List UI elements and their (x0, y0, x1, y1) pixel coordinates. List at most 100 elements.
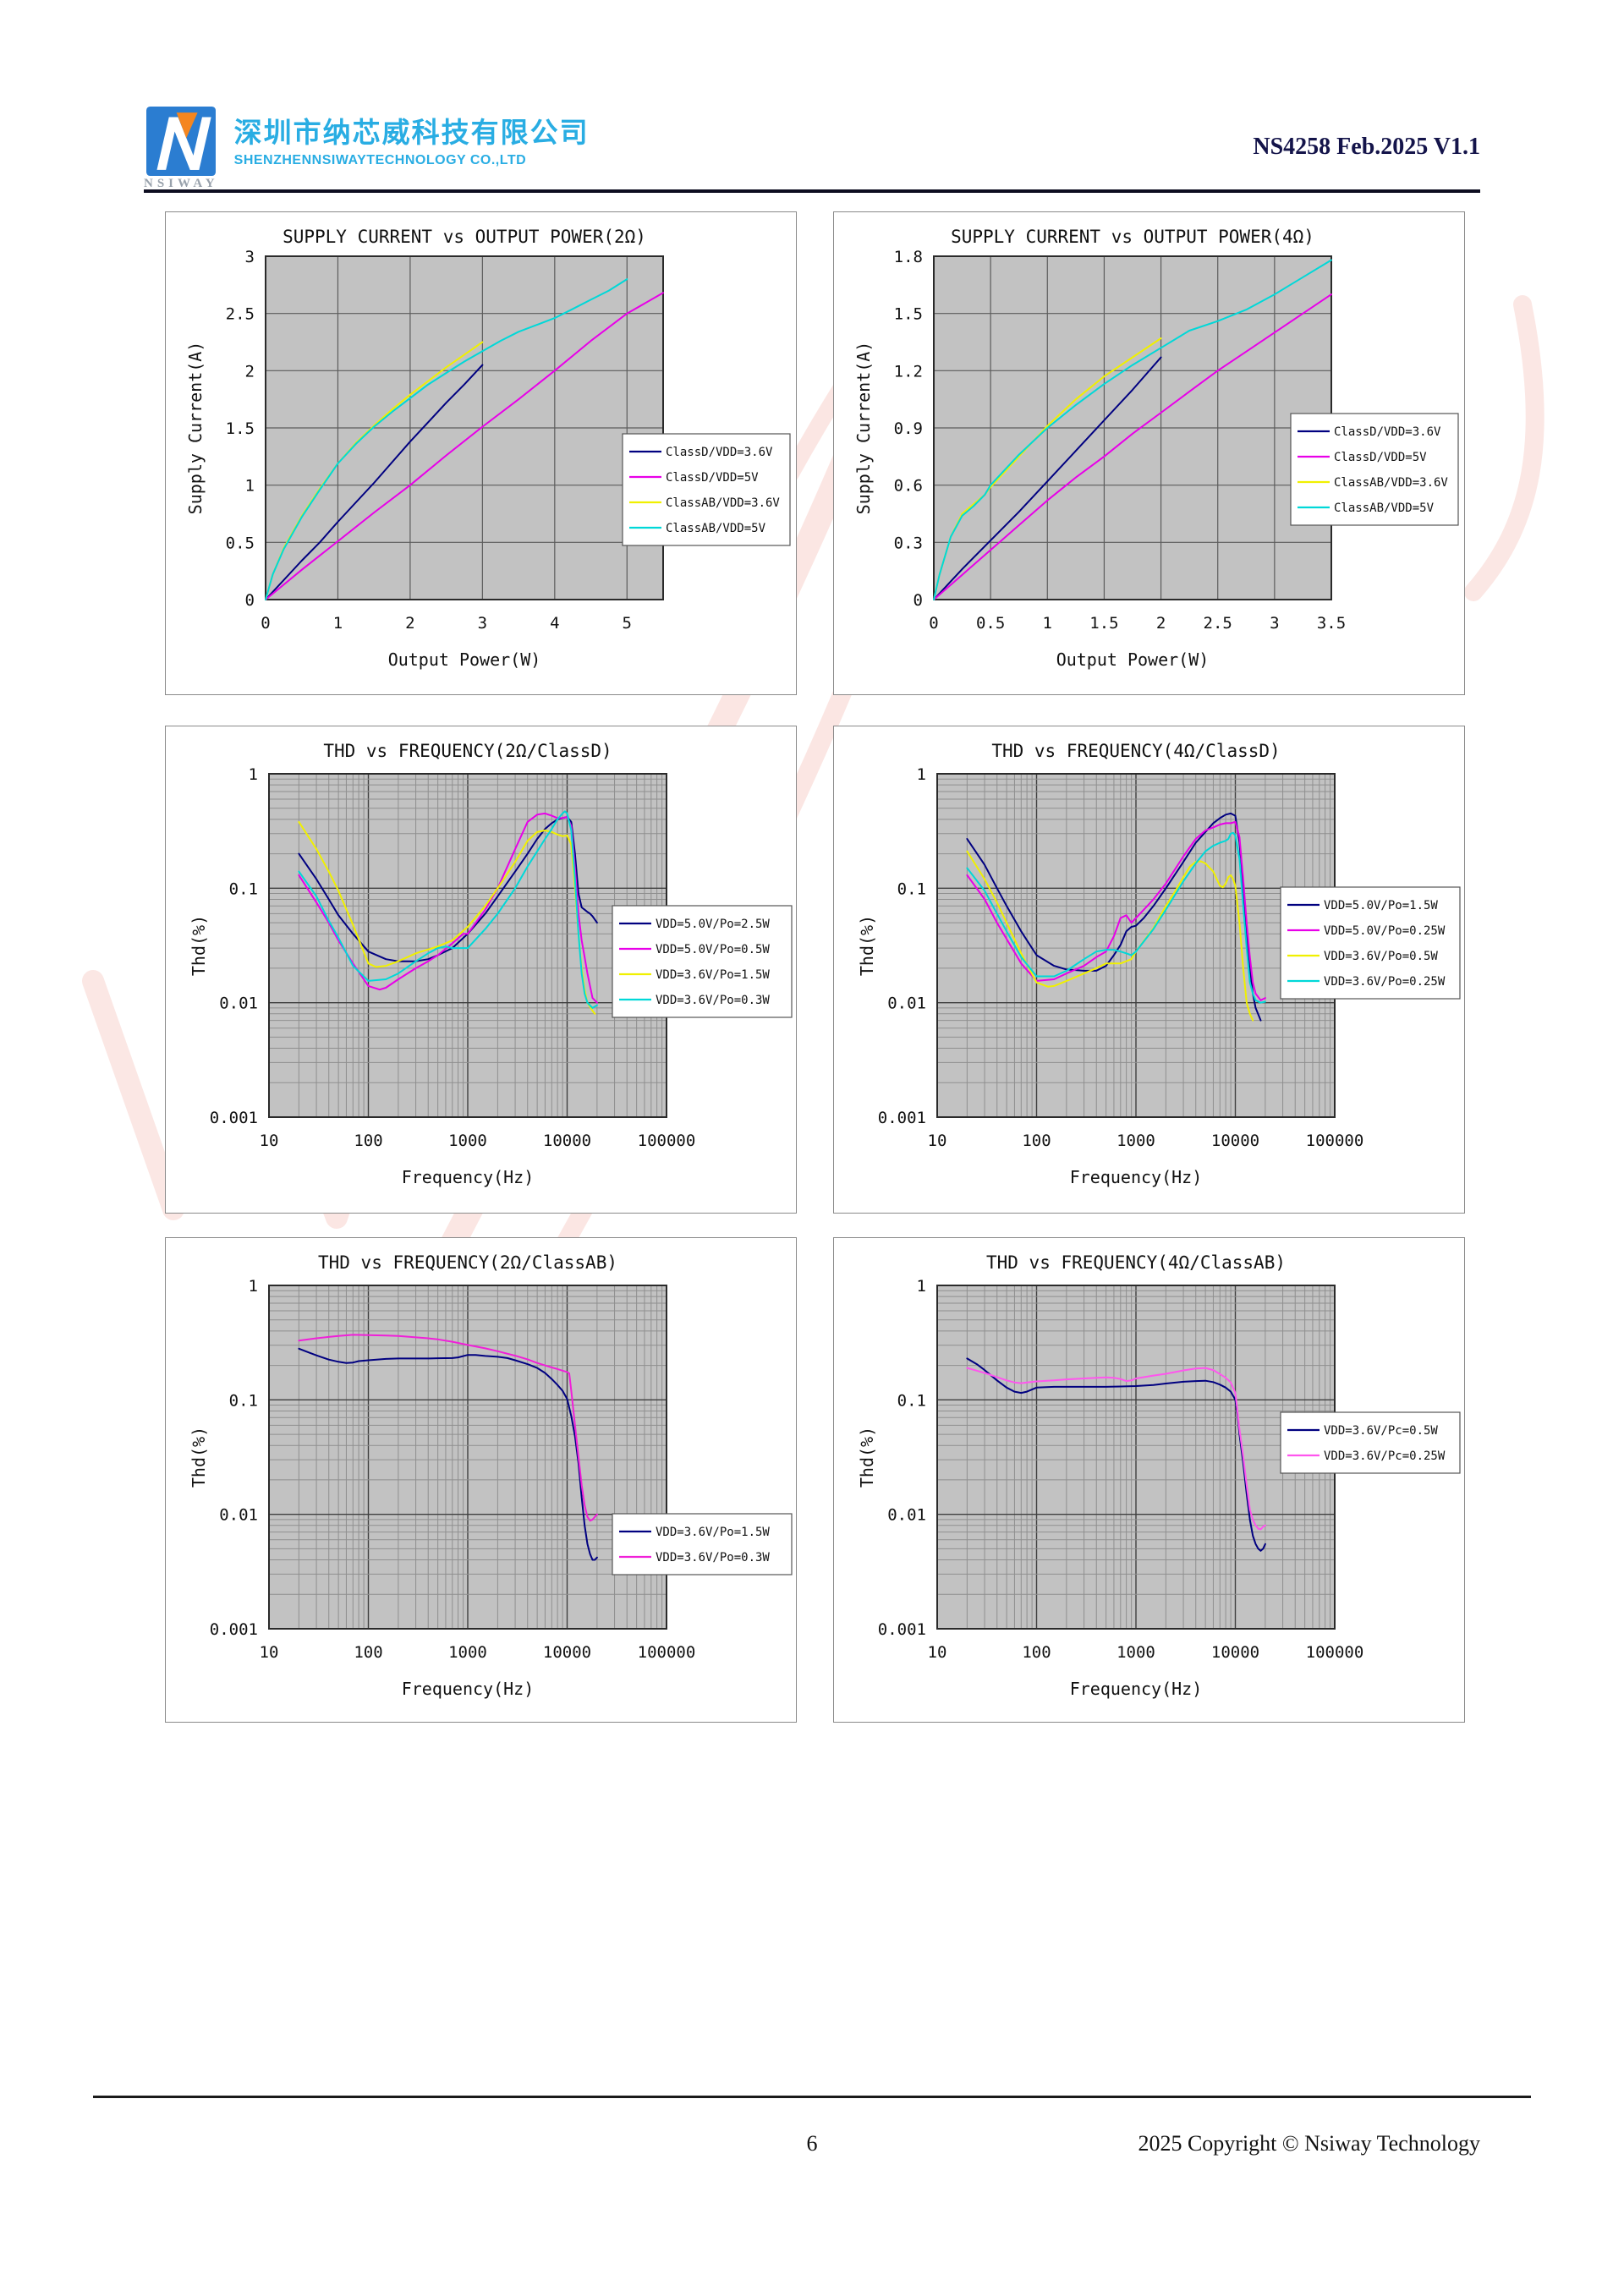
company-name-en: SHENZHENNSIWAYTECHNOLOGY CO.,LTD (233, 153, 527, 167)
svg-text:ClassD/VDD=5V: ClassD/VDD=5V (666, 471, 759, 485)
svg-text:SUPPLY CURRENT vs OUTPUT POWER: SUPPLY CURRENT vs OUTPUT POWER(4Ω) (951, 227, 1314, 247)
svg-text:THD vs FREQUENCY(2Ω/ClassAB): THD vs FREQUENCY(2Ω/ClassAB) (318, 1252, 617, 1273)
svg-text:1: 1 (249, 765, 258, 784)
svg-text:100000: 100000 (638, 1643, 696, 1662)
svg-text:100: 100 (354, 1132, 382, 1150)
svg-text:Output Power(W): Output Power(W) (1056, 649, 1210, 670)
company-logo: NSIWAY 深圳市纳芯威科技有限公司 SHENZHENNSIWAYTECHNO… (144, 107, 590, 191)
svg-text:0.1: 0.1 (229, 879, 258, 898)
svg-text:100000: 100000 (1306, 1643, 1364, 1662)
svg-text:10000: 10000 (543, 1643, 591, 1662)
svg-text:100: 100 (354, 1643, 382, 1662)
svg-text:VDD=3.6V/Po=0.3W: VDD=3.6V/Po=0.3W (656, 994, 770, 1007)
svg-text:1: 1 (245, 477, 255, 496)
svg-text:0.001: 0.001 (878, 1109, 926, 1127)
svg-text:THD vs FREQUENCY(2Ω/ClassD): THD vs FREQUENCY(2Ω/ClassD) (323, 741, 612, 761)
svg-text:VDD=5.0V/Po=2.5W: VDD=5.0V/Po=2.5W (656, 918, 770, 931)
svg-text:VDD=3.6V/Po=0.5W: VDD=3.6V/Po=0.5W (1324, 950, 1438, 963)
svg-text:5: 5 (623, 614, 632, 633)
svg-text:10: 10 (928, 1132, 947, 1150)
svg-text:3.5: 3.5 (1317, 614, 1346, 633)
svg-text:VDD=3.6V/Po=1.5W: VDD=3.6V/Po=1.5W (656, 968, 770, 982)
svg-text:1: 1 (917, 765, 926, 784)
svg-text:0.001: 0.001 (878, 1620, 926, 1639)
svg-text:3: 3 (478, 614, 487, 633)
svg-text:0.001: 0.001 (210, 1620, 258, 1639)
svg-text:100000: 100000 (638, 1132, 696, 1150)
nsiway-logo-icon (146, 107, 217, 176)
svg-text:1.2: 1.2 (894, 362, 923, 381)
svg-text:0.01: 0.01 (887, 995, 926, 1013)
svg-text:1: 1 (1043, 614, 1052, 633)
svg-text:VDD=3.6V/Pc=0.5W: VDD=3.6V/Pc=0.5W (1324, 1424, 1438, 1438)
svg-text:Frequency(Hz): Frequency(Hz) (402, 1679, 535, 1699)
svg-text:1.5: 1.5 (894, 305, 923, 324)
svg-text:10000: 10000 (543, 1132, 591, 1150)
svg-text:0: 0 (261, 614, 270, 633)
svg-text:Frequency(Hz): Frequency(Hz) (402, 1167, 535, 1187)
chart-supply-current-2ohm: 0 1 2 3 4 5 0 0.5 1 1.5 2 2.5 3 SUPPLY CURRENT vs OUT… (185, 227, 791, 670)
chart-thd-4ohm-classd: 10 100 1000 10000 100000 1 0.1 0.01 0.001 THD vs … (857, 741, 1461, 1187)
svg-text:1000: 1000 (448, 1132, 487, 1150)
copyright-text: 2025 Copyright © Nsiway Technology (1138, 2131, 1480, 2156)
svg-text:0.01: 0.01 (219, 995, 258, 1013)
page-number: 6 (806, 2131, 818, 2156)
svg-text:10: 10 (260, 1132, 279, 1150)
svg-text:2.5: 2.5 (1204, 614, 1232, 633)
svg-text:2.5: 2.5 (226, 305, 255, 324)
svg-text:10000: 10000 (1211, 1132, 1259, 1150)
svg-text:VDD=3.6V/Pc=0.25W: VDD=3.6V/Pc=0.25W (1324, 1449, 1446, 1463)
footer-rule (93, 2096, 1531, 2098)
svg-text:Thd(%): Thd(%) (857, 915, 877, 976)
svg-text:VDD=5.0V/Po=0.5W: VDD=5.0V/Po=0.5W (656, 943, 770, 956)
svg-text:1000: 1000 (1116, 1132, 1155, 1150)
svg-text:VDD=5.0V/Po=1.5W: VDD=5.0V/Po=1.5W (1324, 899, 1438, 912)
svg-text:0.5: 0.5 (976, 614, 1005, 633)
svg-text:ClassAB/VDD=3.6V: ClassAB/VDD=3.6V (1334, 476, 1448, 490)
svg-text:Frequency(Hz): Frequency(Hz) (1070, 1679, 1203, 1699)
svg-text:Output Power(W): Output Power(W) (388, 649, 541, 670)
svg-text:0.1: 0.1 (229, 1391, 258, 1410)
svg-text:2: 2 (405, 614, 414, 633)
svg-text:0.001: 0.001 (210, 1109, 258, 1127)
svg-text:VDD=5.0V/Po=0.25W: VDD=5.0V/Po=0.25W (1324, 924, 1446, 938)
svg-text:10: 10 (260, 1643, 279, 1662)
svg-text:Supply Current(A): Supply Current(A) (853, 342, 874, 515)
svg-text:2: 2 (245, 362, 255, 381)
svg-text:Supply Current(A): Supply Current(A) (185, 342, 206, 515)
svg-text:ClassD/VDD=3.6V: ClassD/VDD=3.6V (1334, 425, 1441, 439)
svg-text:1: 1 (333, 614, 343, 633)
svg-text:ClassAB/VDD=3.6V: ClassAB/VDD=3.6V (666, 496, 780, 510)
chart-supply-current-4ohm: 0 0.5 1 1.5 2 2.5 3 3.5 0 0.3 0.6 0.9 1.2 1.5 1.8 SUPPL… (853, 227, 1459, 670)
svg-text:VDD=3.6V/Po=0.3W: VDD=3.6V/Po=0.3W (656, 1551, 770, 1564)
svg-text:0.01: 0.01 (219, 1506, 258, 1525)
chart-panel-thd-2ohm-classab: 10 100 1000 10000 100000 1 0.1 0.01 0.001 THD vs … (165, 1237, 797, 1723)
svg-text:1.5: 1.5 (226, 419, 255, 438)
svg-text:100: 100 (1022, 1132, 1051, 1150)
svg-text:ClassD/VDD=3.6V: ClassD/VDD=3.6V (666, 446, 773, 459)
svg-text:0.1: 0.1 (897, 879, 926, 898)
chart-panel-thd-4ohm-classd: 10 100 1000 10000 100000 1 0.1 0.01 0.001 THD vs … (833, 726, 1465, 1214)
svg-text:1: 1 (917, 1277, 926, 1296)
svg-text:0: 0 (929, 614, 938, 633)
svg-text:100: 100 (1022, 1643, 1051, 1662)
chart-panel-supply-current-2ohm: 0 1 2 3 4 5 0 0.5 1 1.5 2 2.5 3 SUPPLY CURRENT vs OUT… (165, 211, 797, 695)
chart-thd-2ohm-classab: 10 100 1000 10000 100000 1 0.1 0.01 0.001 THD vs … (189, 1252, 793, 1699)
doc-version: NS4258 Feb.2025 V1.1 (1253, 134, 1480, 160)
svg-text:10000: 10000 (1211, 1643, 1259, 1662)
chart-thd-4ohm-classab: 10 100 1000 10000 100000 1 0.1 0.01 0.001 THD vs … (857, 1252, 1461, 1699)
company-name-cn: 深圳市纳芯威科技有限公司 (233, 116, 590, 149)
svg-text:0.6: 0.6 (894, 477, 923, 496)
svg-text:ClassAB/VDD=5V: ClassAB/VDD=5V (666, 522, 766, 535)
svg-text:0.01: 0.01 (887, 1506, 926, 1525)
svg-text:SUPPLY CURRENT vs OUTPUT POWER: SUPPLY CURRENT vs OUTPUT POWER(2Ω) (283, 227, 646, 247)
svg-text:1.5: 1.5 (1089, 614, 1118, 633)
svg-text:0: 0 (245, 591, 255, 610)
svg-text:VDD=3.6V/Po=1.5W: VDD=3.6V/Po=1.5W (656, 1526, 770, 1539)
svg-text:0.1: 0.1 (897, 1391, 926, 1410)
svg-text:0: 0 (914, 591, 923, 610)
svg-text:1.8: 1.8 (894, 248, 923, 266)
svg-text:3: 3 (245, 248, 255, 266)
svg-text:3: 3 (1270, 614, 1279, 633)
header: NSIWAY 深圳市纳芯威科技有限公司 SHENZHENNSIWAYTECHNO… (0, 0, 1624, 203)
